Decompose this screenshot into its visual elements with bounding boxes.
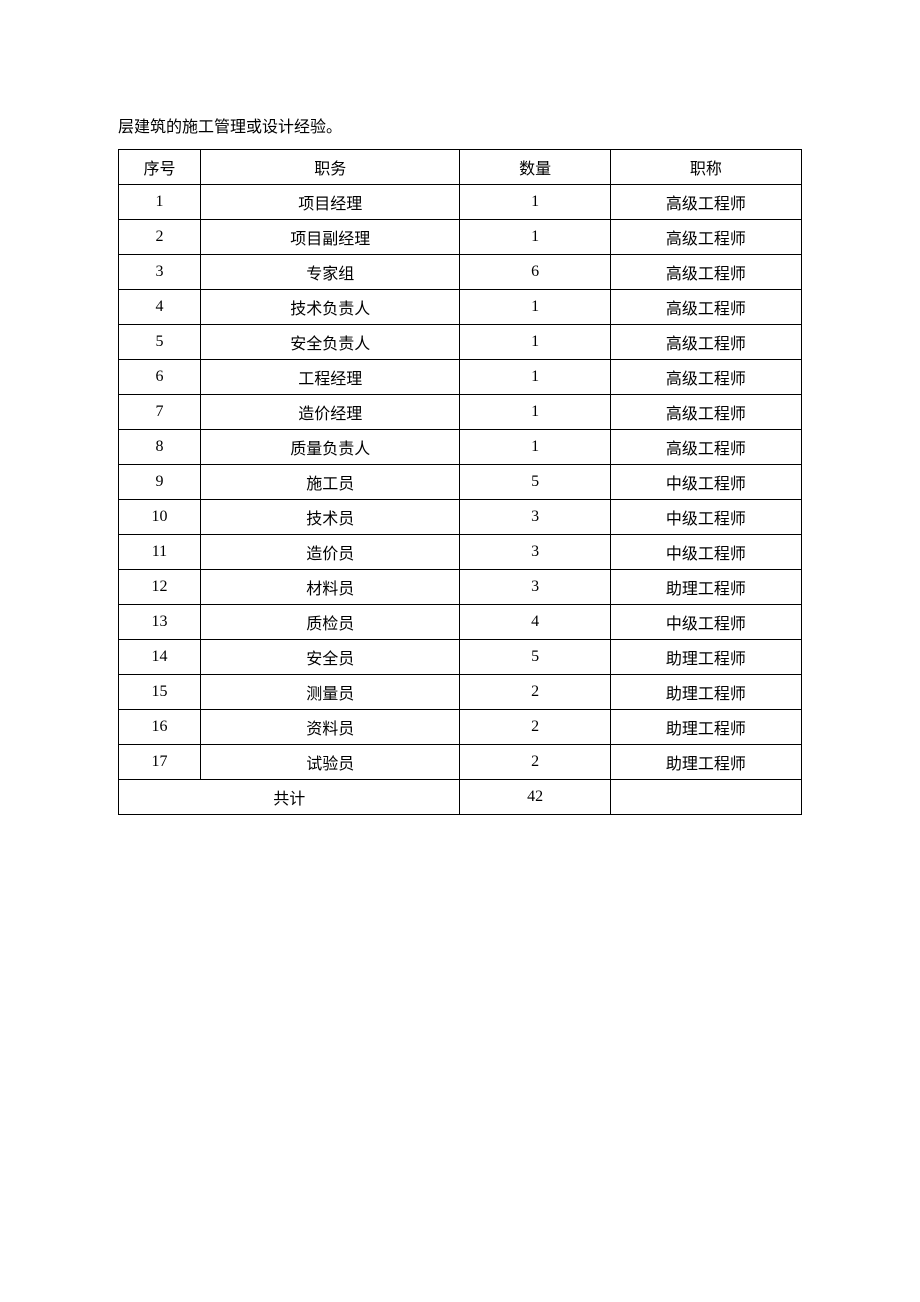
cell-seq: 10 <box>119 499 201 534</box>
cell-position: 造价经理 <box>200 394 460 429</box>
cell-title: 助理工程师 <box>610 674 801 709</box>
cell-title: 中级工程师 <box>610 499 801 534</box>
cell-qty: 1 <box>460 359 610 394</box>
cell-qty: 1 <box>460 289 610 324</box>
table-row: 17 试验员 2 助理工程师 <box>119 744 802 779</box>
total-label: 共计 <box>119 779 460 814</box>
cell-title: 高级工程师 <box>610 254 801 289</box>
table-row: 9 施工员 5 中级工程师 <box>119 464 802 499</box>
cell-qty: 3 <box>460 569 610 604</box>
table-row: 7 造价经理 1 高级工程师 <box>119 394 802 429</box>
cell-position: 安全员 <box>200 639 460 674</box>
cell-position: 技术员 <box>200 499 460 534</box>
header-position: 职务 <box>200 149 460 184</box>
table-row: 16 资料员 2 助理工程师 <box>119 709 802 744</box>
table-row: 12 材料员 3 助理工程师 <box>119 569 802 604</box>
cell-position: 项目经理 <box>200 184 460 219</box>
table-row: 15 测量员 2 助理工程师 <box>119 674 802 709</box>
cell-position: 项目副经理 <box>200 219 460 254</box>
cell-title: 高级工程师 <box>610 429 801 464</box>
personnel-table: 序号 职务 数量 职称 1 项目经理 1 高级工程师 2 项目副经理 1 高级工… <box>118 149 802 815</box>
cell-qty: 6 <box>460 254 610 289</box>
cell-seq: 2 <box>119 219 201 254</box>
cell-title: 中级工程师 <box>610 604 801 639</box>
cell-seq: 11 <box>119 534 201 569</box>
cell-title: 助理工程师 <box>610 709 801 744</box>
cell-seq: 5 <box>119 324 201 359</box>
cell-title: 中级工程师 <box>610 464 801 499</box>
table-row: 10 技术员 3 中级工程师 <box>119 499 802 534</box>
table-row: 2 项目副经理 1 高级工程师 <box>119 219 802 254</box>
cell-position: 技术负责人 <box>200 289 460 324</box>
table-total-row: 共计 42 <box>119 779 802 814</box>
cell-title: 高级工程师 <box>610 324 801 359</box>
cell-seq: 15 <box>119 674 201 709</box>
cell-qty: 4 <box>460 604 610 639</box>
cell-position: 质检员 <box>200 604 460 639</box>
cell-title: 助理工程师 <box>610 569 801 604</box>
header-title: 职称 <box>610 149 801 184</box>
cell-title: 高级工程师 <box>610 359 801 394</box>
cell-qty: 1 <box>460 394 610 429</box>
cell-seq: 16 <box>119 709 201 744</box>
cell-position: 安全负责人 <box>200 324 460 359</box>
cell-position: 测量员 <box>200 674 460 709</box>
cell-qty: 3 <box>460 499 610 534</box>
cell-position: 材料员 <box>200 569 460 604</box>
cell-position: 工程经理 <box>200 359 460 394</box>
cell-position: 专家组 <box>200 254 460 289</box>
table-row: 3 专家组 6 高级工程师 <box>119 254 802 289</box>
cell-position: 施工员 <box>200 464 460 499</box>
table-row: 13 质检员 4 中级工程师 <box>119 604 802 639</box>
total-qty: 42 <box>460 779 610 814</box>
cell-seq: 13 <box>119 604 201 639</box>
cell-seq: 9 <box>119 464 201 499</box>
cell-qty: 1 <box>460 324 610 359</box>
cell-title: 助理工程师 <box>610 639 801 674</box>
cell-seq: 14 <box>119 639 201 674</box>
cell-title: 高级工程师 <box>610 184 801 219</box>
intro-text: 层建筑的施工管理或设计经验。 <box>118 115 802 141</box>
cell-qty: 2 <box>460 744 610 779</box>
cell-seq: 6 <box>119 359 201 394</box>
cell-seq: 12 <box>119 569 201 604</box>
table-row: 14 安全员 5 助理工程师 <box>119 639 802 674</box>
cell-qty: 2 <box>460 709 610 744</box>
table-row: 1 项目经理 1 高级工程师 <box>119 184 802 219</box>
cell-title: 高级工程师 <box>610 289 801 324</box>
cell-qty: 1 <box>460 429 610 464</box>
cell-seq: 8 <box>119 429 201 464</box>
cell-qty: 5 <box>460 464 610 499</box>
cell-position: 试验员 <box>200 744 460 779</box>
cell-seq: 1 <box>119 184 201 219</box>
cell-title: 高级工程师 <box>610 219 801 254</box>
table-row: 8 质量负责人 1 高级工程师 <box>119 429 802 464</box>
table-row: 4 技术负责人 1 高级工程师 <box>119 289 802 324</box>
table-row: 5 安全负责人 1 高级工程师 <box>119 324 802 359</box>
cell-title: 中级工程师 <box>610 534 801 569</box>
cell-qty: 1 <box>460 219 610 254</box>
cell-seq: 3 <box>119 254 201 289</box>
cell-title: 助理工程师 <box>610 744 801 779</box>
total-title-empty <box>610 779 801 814</box>
table-body: 1 项目经理 1 高级工程师 2 项目副经理 1 高级工程师 3 专家组 6 高… <box>119 184 802 814</box>
cell-qty: 2 <box>460 674 610 709</box>
cell-position: 造价员 <box>200 534 460 569</box>
cell-seq: 4 <box>119 289 201 324</box>
table-row: 6 工程经理 1 高级工程师 <box>119 359 802 394</box>
cell-position: 资料员 <box>200 709 460 744</box>
header-qty: 数量 <box>460 149 610 184</box>
cell-seq: 17 <box>119 744 201 779</box>
header-seq: 序号 <box>119 149 201 184</box>
cell-qty: 1 <box>460 184 610 219</box>
cell-title: 高级工程师 <box>610 394 801 429</box>
table-header-row: 序号 职务 数量 职称 <box>119 149 802 184</box>
table-row: 11 造价员 3 中级工程师 <box>119 534 802 569</box>
cell-qty: 3 <box>460 534 610 569</box>
cell-position: 质量负责人 <box>200 429 460 464</box>
cell-qty: 5 <box>460 639 610 674</box>
cell-seq: 7 <box>119 394 201 429</box>
